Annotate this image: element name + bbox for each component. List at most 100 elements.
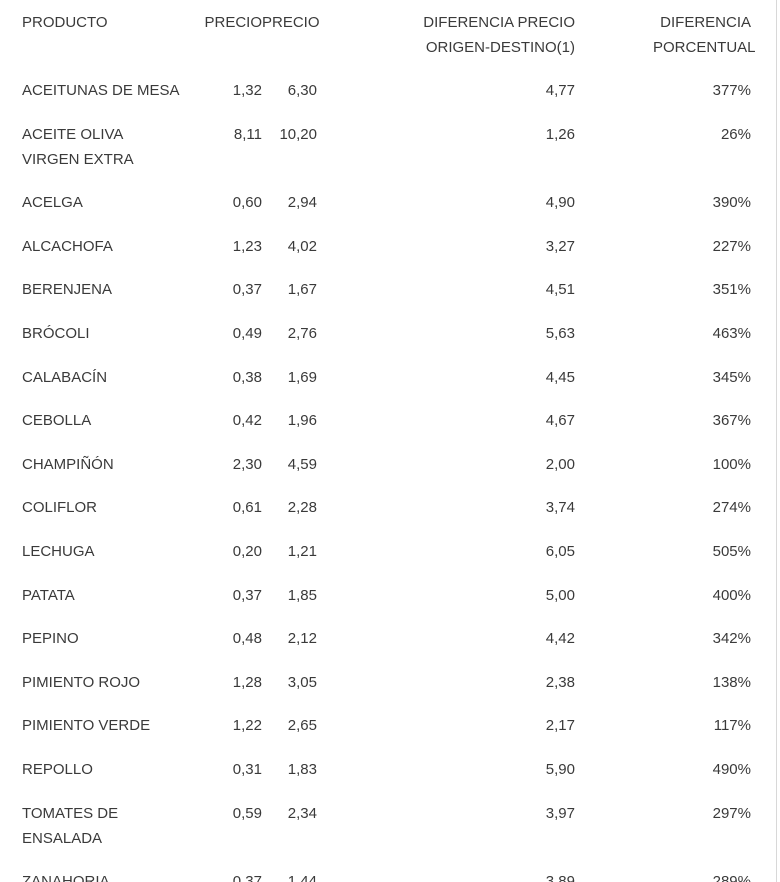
table-cell: TOMATES DE ENSALADA	[22, 804, 119, 847]
table-row: TOMATES DE ENSALADA 0,59 2,34 3,97 297%	[0, 782, 776, 851]
table-cell: 351%	[712, 281, 751, 299]
table-cell: 4,59	[287, 455, 317, 473]
table-cell: 227%	[712, 237, 751, 255]
table-cell: 1,44	[287, 873, 317, 882]
table-cell: 0,49	[232, 325, 262, 343]
table-cell: 6,30	[287, 82, 317, 100]
table-cell: 345%	[712, 368, 751, 386]
table-row: REPOLLO 0,31 1,83 5,90 490%	[0, 738, 776, 782]
table-cell: 0,31	[232, 761, 262, 778]
table-cell: BRÓCOLI	[22, 325, 90, 343]
table-cell: 4,90	[545, 194, 575, 212]
table-row: COLIFLOR 0,61 2,28 3,74 274%	[0, 477, 776, 521]
table-row: ACEITE OLIVA VIRGEN EXTRA 8,11 10,20 1,26 26…	[0, 103, 776, 172]
table-cell: CALABACÍN	[22, 368, 108, 386]
table-cell: 289%	[712, 873, 751, 882]
table-cell: 342%	[712, 630, 751, 648]
table-cell: 4,77	[545, 82, 575, 100]
table-row: ACEITUNAS DE MESA 1,32 6,30 4,77 377%	[0, 60, 776, 104]
table-cell: 3,27	[545, 237, 575, 255]
table-cell: 5,63	[545, 325, 575, 343]
scroll-edge	[776, 0, 777, 882]
table-cell: 367%	[712, 412, 751, 430]
table-row: ACELGA 0,60 2,94 4,90 390%	[0, 172, 776, 216]
table-cell: 6,05	[545, 543, 575, 561]
table-cell: 3,74	[545, 499, 575, 517]
table-cell: CHAMPIÑÓN	[22, 455, 114, 473]
table-cell: 117%	[713, 717, 751, 735]
table-cell: 2,30	[232, 455, 262, 473]
table-cell: 3,05	[287, 673, 317, 691]
header-row: PRODUCTO PRECIO PRECIO DIFERENCIA PRECIO OR…	[0, 10, 776, 60]
table-cell: 490%	[712, 761, 751, 778]
table-cell: 1,23	[232, 237, 262, 255]
table-cell: 1,85	[287, 586, 317, 604]
table-cell: 0,20	[232, 543, 262, 561]
table-cell: 390%	[712, 194, 751, 212]
table-cell: 2,65	[287, 717, 317, 735]
table-row: PIMIENTO VERDE 1,22 2,65 2,17 117%	[0, 695, 776, 739]
table-cell: 4,51	[545, 281, 575, 299]
table-cell: 2,38	[545, 673, 575, 691]
table-cell: PATATA	[22, 586, 75, 604]
table-cell: 1,28	[232, 673, 262, 691]
table-cell: COLIFLOR	[22, 499, 98, 517]
table-cell: 4,42	[545, 630, 575, 648]
table-cell: 0,42	[232, 412, 262, 430]
table-cell: 4,45	[545, 368, 575, 386]
table-cell: 10,20	[279, 125, 317, 143]
table-cell: 377%	[712, 82, 751, 100]
table-cell: 0,59	[232, 804, 262, 822]
table-cell: 5,90	[545, 761, 575, 778]
table-cell: PIMIENTO VERDE	[22, 717, 151, 735]
table-cell: LECHUGA	[22, 543, 95, 561]
table-cell: PIMIENTO ROJO	[22, 673, 141, 691]
table-row: PATATA 0,37 1,85 5,00 400%	[0, 564, 776, 608]
table-cell: BERENJENA	[22, 281, 113, 299]
table-cell: 0,37	[232, 873, 262, 882]
table-cell: 1,96	[287, 412, 317, 430]
table-cell: ALCACHOFA	[22, 237, 113, 255]
table-cell: 138%	[712, 673, 751, 691]
table-cell: 2,28	[287, 499, 317, 517]
table-cell: 4,67	[545, 412, 575, 430]
table-cell: 0,38	[232, 368, 262, 386]
table-cell: 2,00	[545, 455, 575, 473]
table-cell: 1,26	[545, 125, 575, 143]
table-cell: 463%	[712, 325, 751, 343]
table-cell: 1,21	[287, 543, 317, 561]
table-row: ZANAHORIA 0,37 1,44 3,89 289%	[0, 851, 776, 882]
table-cell: 1,83	[287, 761, 317, 778]
table-cell: 505%	[712, 543, 751, 561]
header-cell: PRECIO	[204, 13, 262, 31]
table-row: LECHUGA 0,20 1,21 6,05 505%	[0, 520, 776, 564]
table-cell: 2,76	[287, 325, 317, 343]
table-cell: 0,61	[232, 499, 262, 517]
table-cell: 1,32	[232, 82, 262, 100]
price-table: PRODUCTO PRECIO PRECIO DIFERENCIA PRECIO OR…	[0, 10, 776, 882]
table-cell: 297%	[712, 804, 751, 822]
table-row: ALCACHOFA 1,23 4,02 3,27 227%	[0, 215, 776, 259]
table-cell: PEPINO	[22, 630, 79, 648]
table-cell: 1,22	[232, 717, 262, 735]
header-cell: DIFERENCIA PORCENTUAL	[653, 13, 756, 56]
table-cell: 100%	[712, 455, 751, 473]
header-cell: PRODUCTO	[22, 13, 108, 31]
table-cell: 8,11	[233, 125, 262, 143]
table-row: CEBOLLA 0,42 1,96 4,67 367%	[0, 390, 776, 434]
header-cell: PRECIO	[262, 13, 320, 31]
header-cell: DIFERENCIA PRECIO ORIGEN-DESTINO(1)	[423, 13, 575, 56]
table-cell: 26%	[720, 125, 751, 143]
table-cell: 2,12	[287, 630, 317, 648]
table-cell: 3,97	[545, 804, 575, 822]
table-row: PEPINO 0,48 2,12 4,42 342%	[0, 608, 776, 652]
table-row: BRÓCOLI 0,49 2,76 5,63 463%	[0, 302, 776, 346]
table-cell: ACEITUNAS DE MESA	[22, 82, 180, 100]
table-cell: 0,37	[232, 586, 262, 604]
table-cell: 5,00	[545, 586, 575, 604]
table-cell: 1,67	[287, 281, 317, 299]
table-cell: 400%	[712, 586, 751, 604]
table-row: PIMIENTO ROJO 1,28 3,05 2,38 138%	[0, 651, 776, 695]
table-cell: ACELGA	[22, 194, 83, 212]
